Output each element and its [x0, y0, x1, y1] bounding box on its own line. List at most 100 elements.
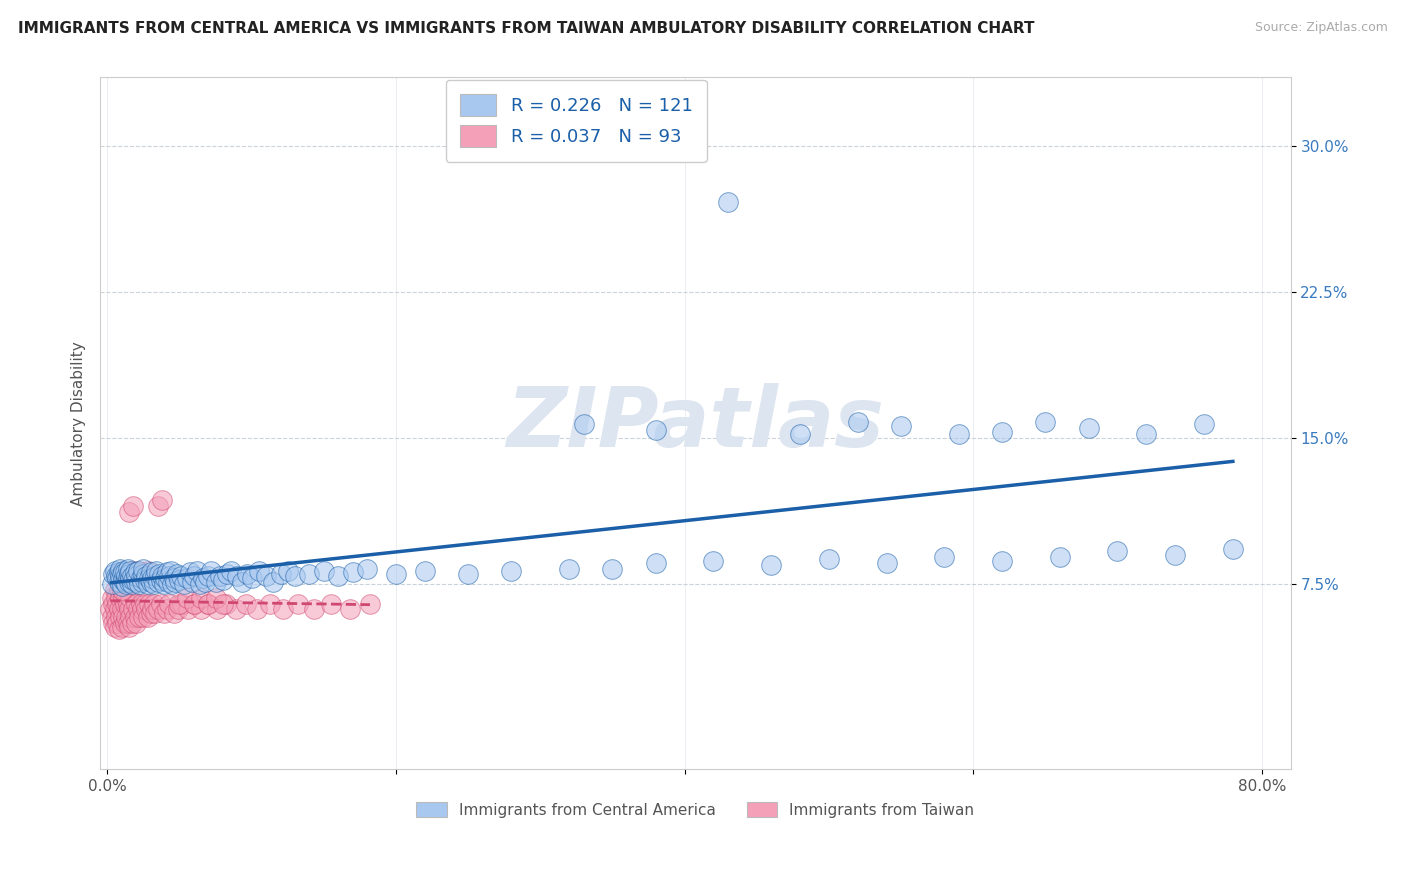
Point — [138, 571, 160, 585]
Point — [188, 577, 211, 591]
Point — [1164, 548, 1187, 562]
Point — [176, 571, 198, 585]
Point — [142, 577, 165, 591]
Point — [132, 610, 155, 624]
Point — [328, 569, 350, 583]
Point — [118, 567, 141, 582]
Point — [111, 620, 134, 634]
Point — [103, 602, 125, 616]
Point — [302, 602, 325, 616]
Point — [111, 579, 134, 593]
Point — [644, 556, 666, 570]
Point — [122, 564, 145, 578]
Point — [108, 582, 131, 597]
Point — [181, 575, 204, 590]
Point — [183, 569, 205, 583]
Point — [103, 564, 125, 578]
Point — [107, 597, 129, 611]
Point — [117, 597, 139, 611]
Point — [100, 591, 122, 605]
Point — [114, 597, 136, 611]
Point — [120, 564, 142, 578]
Point — [138, 597, 160, 611]
Point — [110, 591, 132, 605]
Point — [114, 616, 136, 631]
Point — [149, 574, 172, 588]
Point — [122, 602, 145, 616]
Point — [150, 569, 173, 583]
Point — [702, 554, 724, 568]
Point — [183, 597, 205, 611]
Point — [259, 597, 281, 611]
Point — [226, 569, 249, 583]
Point — [157, 569, 180, 583]
Point — [124, 566, 146, 580]
Point — [298, 567, 321, 582]
Point — [121, 616, 143, 631]
Point — [112, 610, 135, 624]
Point — [205, 602, 228, 616]
Point — [225, 602, 247, 616]
Point — [160, 564, 183, 578]
Point — [319, 597, 342, 611]
Point — [948, 427, 970, 442]
Point — [215, 597, 238, 611]
Point — [114, 571, 136, 585]
Point — [118, 575, 141, 590]
Point — [132, 567, 155, 582]
Point — [359, 597, 381, 611]
Point — [501, 564, 523, 578]
Point — [125, 575, 148, 590]
Point — [125, 597, 148, 611]
Point — [131, 602, 153, 616]
Point — [217, 567, 239, 582]
Point — [211, 574, 233, 588]
Point — [190, 591, 212, 605]
Point — [128, 564, 150, 578]
Point — [818, 551, 841, 566]
Point — [166, 567, 188, 582]
Point — [118, 620, 141, 634]
Point — [117, 571, 139, 585]
Point — [169, 597, 191, 611]
Point — [120, 591, 142, 605]
Point — [124, 610, 146, 624]
Point — [145, 564, 167, 578]
Point — [122, 499, 145, 513]
Point — [105, 591, 128, 605]
Point — [146, 499, 169, 513]
Point — [170, 569, 193, 583]
Point — [759, 558, 782, 572]
Point — [122, 574, 145, 588]
Point — [231, 575, 253, 590]
Point — [991, 425, 1014, 439]
Point — [111, 567, 134, 582]
Point — [110, 610, 132, 624]
Point — [157, 597, 180, 611]
Point — [197, 597, 219, 611]
Point — [129, 597, 152, 611]
Point — [118, 602, 141, 616]
Point — [115, 610, 138, 624]
Point — [143, 607, 166, 621]
Point — [204, 575, 226, 590]
Point — [179, 566, 201, 580]
Point — [172, 597, 194, 611]
Point — [120, 610, 142, 624]
Point — [108, 566, 131, 580]
Point — [107, 616, 129, 631]
Point — [208, 569, 231, 583]
Point — [177, 602, 200, 616]
Point — [114, 575, 136, 590]
Point — [176, 591, 198, 605]
Point — [221, 564, 243, 578]
Point — [247, 564, 270, 578]
Point — [146, 575, 169, 590]
Point — [146, 602, 169, 616]
Point — [103, 582, 125, 597]
Point — [190, 602, 212, 616]
Point — [115, 591, 138, 605]
Point — [129, 571, 152, 585]
Point — [112, 591, 135, 605]
Point — [134, 597, 156, 611]
